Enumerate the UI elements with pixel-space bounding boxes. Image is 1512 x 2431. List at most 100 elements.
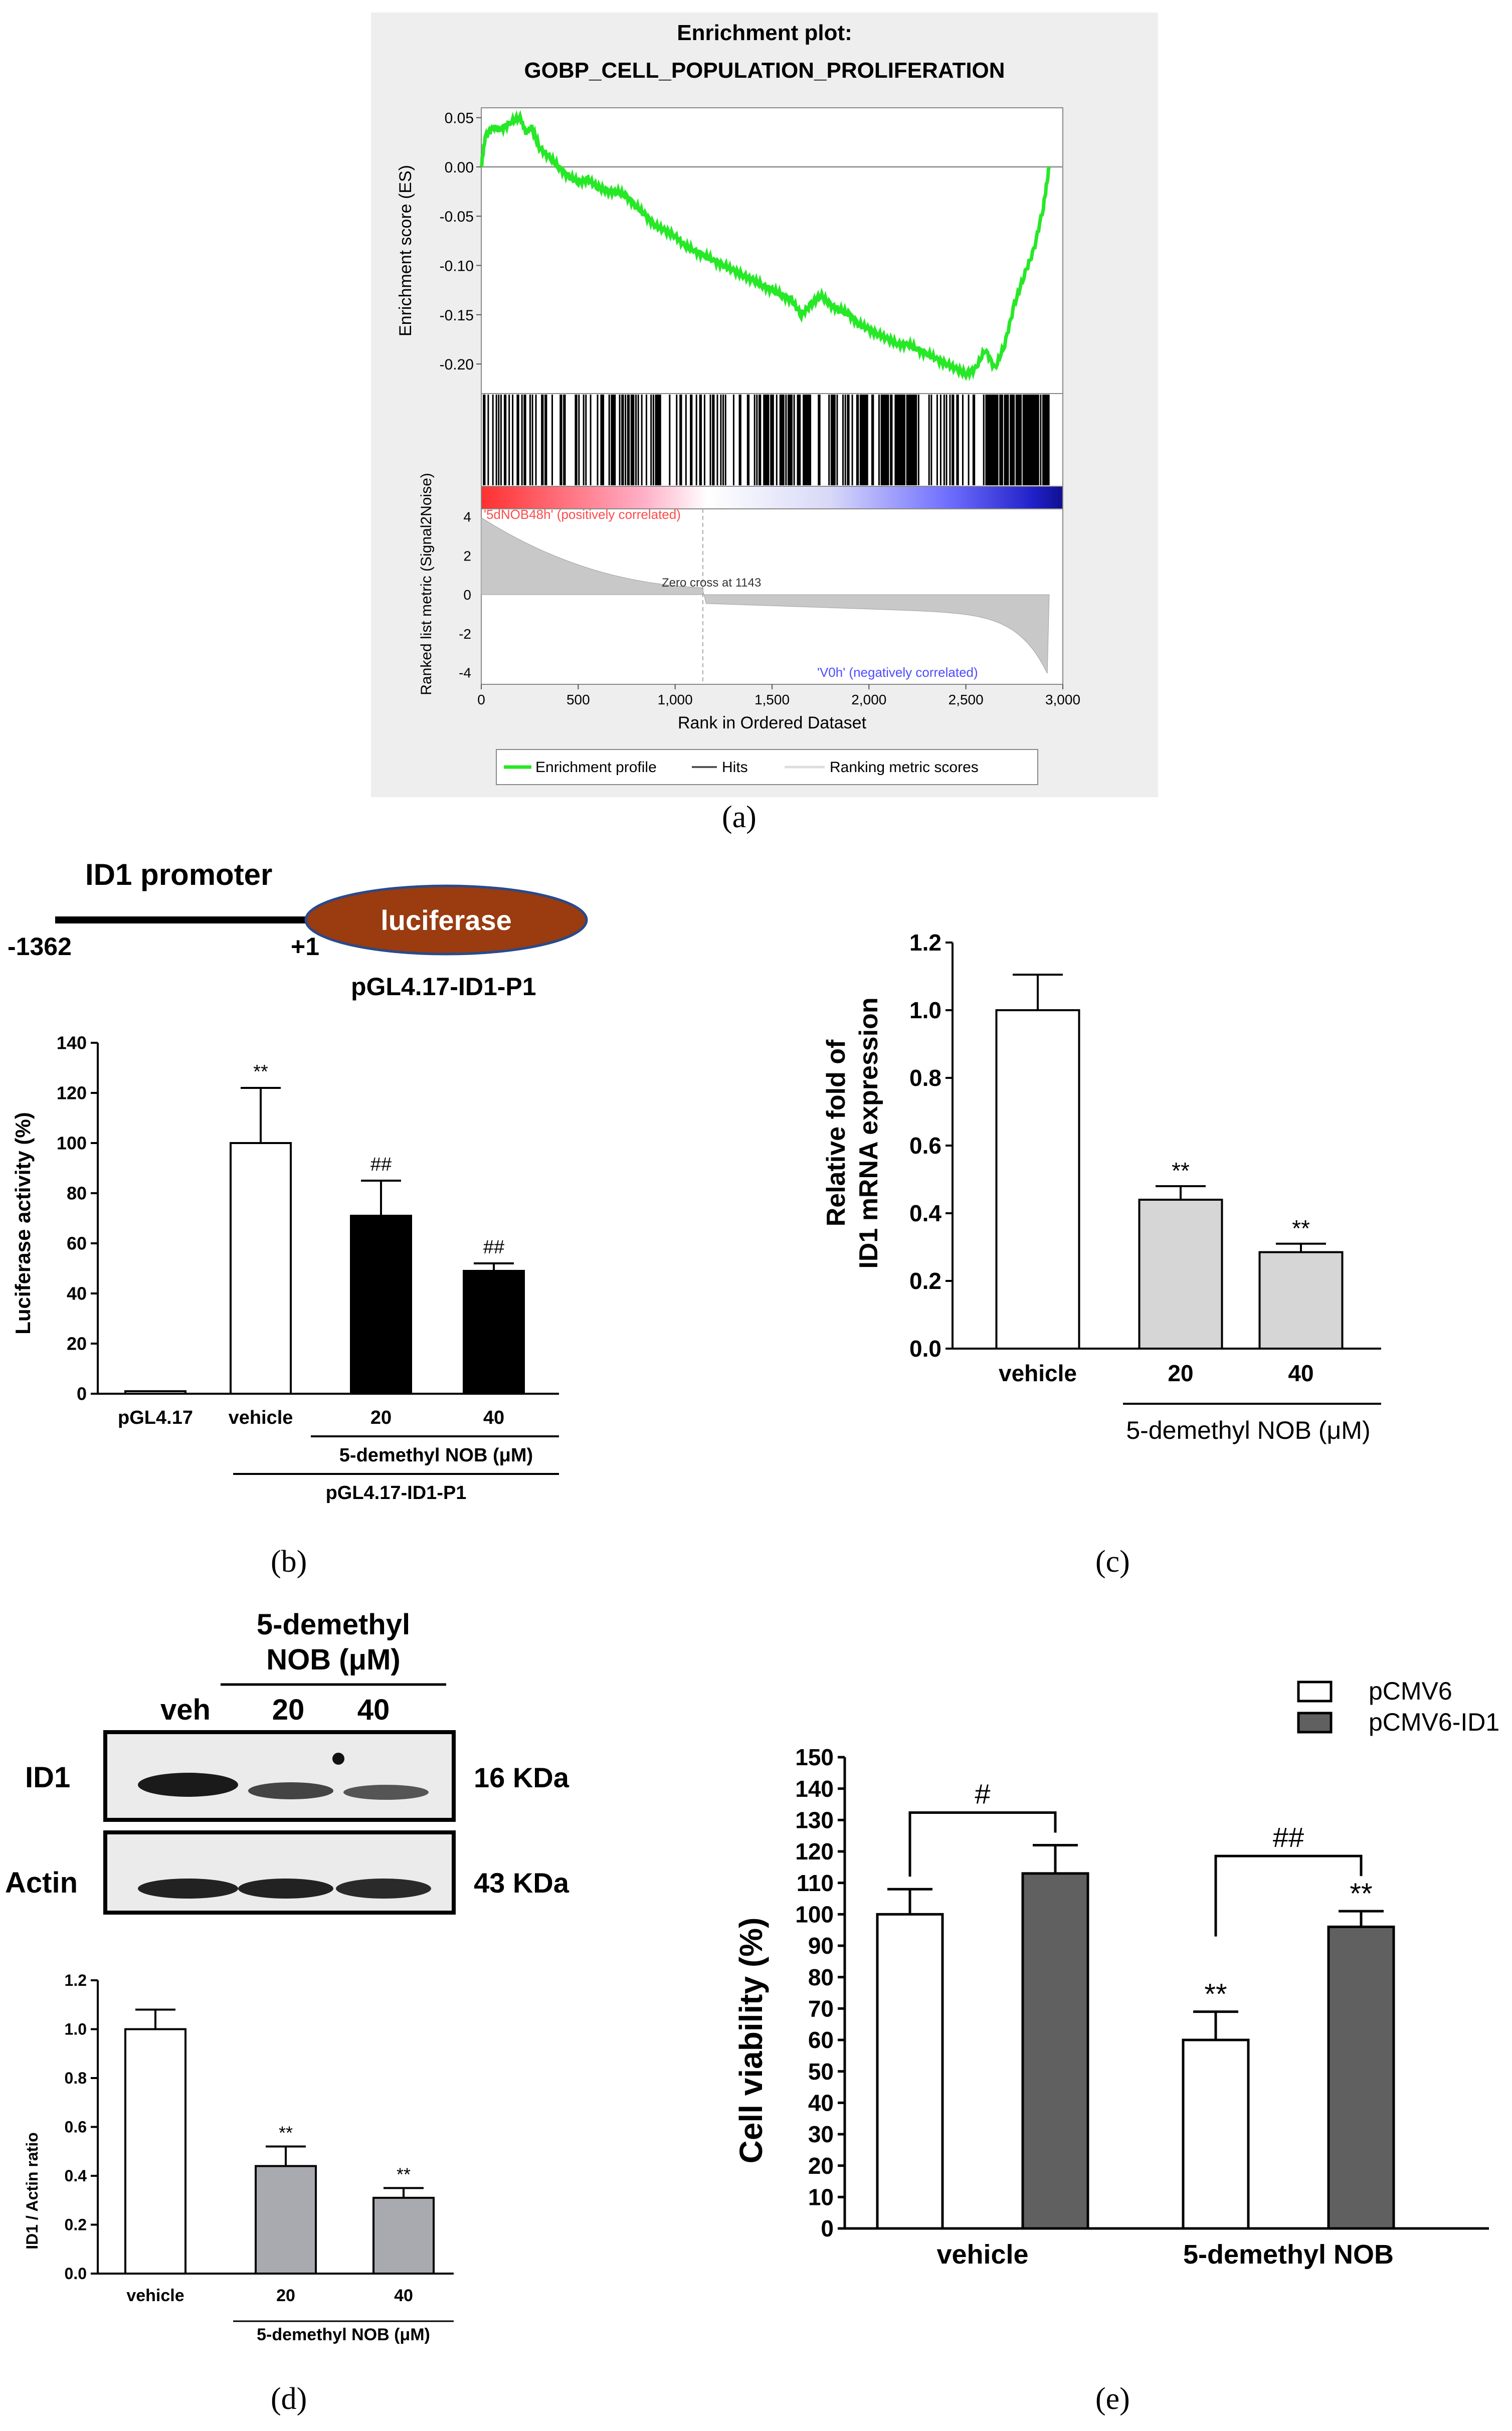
chart-a-pos-label: '5dNOB48h' (positively correlated) <box>484 507 681 522</box>
chart-d-group-label: 5-demethyl NOB (μM) <box>257 2325 430 2344</box>
chart-a-legend-profile: Enrichment profile <box>535 759 657 776</box>
chart-a-xtick-label: 0 <box>477 692 485 707</box>
chart-b-bar <box>230 1142 292 1395</box>
chart-b-ytick-label: 40 <box>67 1283 87 1304</box>
chart-b-ylabel: Luciferase activity (%) <box>11 1112 35 1335</box>
chart-b-ytick-label: 0 <box>77 1384 87 1404</box>
chart-c-category-label: vehicle <box>999 1360 1077 1386</box>
chart-d-ylabel: ID1 / Actin ratio <box>23 2132 41 2250</box>
chart-b-bar <box>350 1215 412 1395</box>
chart-e-legend-swatch-pcmv6-id1 <box>1297 1712 1333 1734</box>
chart-e-ytick-label: 70 <box>808 1995 834 2021</box>
chart-a-subtitle: GOBP_CELL_POPULATION_PROLIFERATION <box>524 58 1005 83</box>
chart-d-bar <box>372 2196 435 2275</box>
chart-a-xtick-label: 500 <box>566 692 590 707</box>
chart-d-blot-header-2: NOB (μM) <box>266 1643 400 1676</box>
chart-e-bar <box>1021 1872 1089 2230</box>
chart-a-xtick-label: 3,000 <box>1045 692 1080 707</box>
chart-a-es-ytick-label: 0.05 <box>445 110 474 127</box>
chart-d-ytick-label: 1.2 <box>65 1971 87 1989</box>
chart-a-xtick-label: 2,000 <box>851 692 886 707</box>
chart-b-luciferase-label: luciferase <box>381 904 512 936</box>
chart-d-band-id1-40 <box>343 1785 429 1800</box>
chart-a-xtick-label: 1,000 <box>658 692 693 707</box>
chart-e-ytick-label: 40 <box>808 2090 834 2116</box>
chart-a-es-ylabel: Enrichment score (ES) <box>396 165 415 336</box>
chart-d-band-id1-20 <box>248 1782 333 1799</box>
chart-c-ytick-label: 0.2 <box>909 1268 941 1294</box>
chart-a-rank-gradient <box>481 486 1063 509</box>
chart-e-legend-pcmv6-id1: pCMV6-ID1 <box>1369 1708 1499 1736</box>
chart-b-ytick-label: 80 <box>67 1183 87 1204</box>
chart-d-row-actin: Actin <box>5 1866 78 1899</box>
chart-b-luciferase-ellipse <box>304 884 588 956</box>
label-c: (c) <box>1095 1545 1130 1579</box>
chart-d-ytick-label: 0.0 <box>65 2265 87 2283</box>
chart-e-annotation: ** <box>1204 1978 1227 2011</box>
chart-a-es-ytick-label: -0.10 <box>440 258 474 274</box>
chart-e-ytick-label: 140 <box>795 1776 834 1802</box>
chart-a-enrichment-line <box>479 110 1051 382</box>
chart-b-construct: pGL4.17-ID1-P1 <box>351 973 536 1001</box>
chart-e-ytick-label: 90 <box>808 1933 834 1959</box>
chart-d-lane-40: 40 <box>357 1694 390 1726</box>
chart-e-category-label: vehicle <box>936 2239 1028 2270</box>
chart-c-bar <box>1258 1251 1344 1350</box>
chart-e-ytick-label: 0 <box>821 2215 834 2241</box>
chart-c-ytick-label: 0.8 <box>909 1065 941 1091</box>
chart-d-lane-20: 20 <box>272 1694 305 1726</box>
chart-c-ylabel-line2: ID1 mRNA expression <box>854 997 883 1268</box>
chart-e-bracket-label: ## <box>1273 1821 1304 1853</box>
chart-a-neg-label: 'V0h' (negatively correlated) <box>817 665 978 680</box>
chart-e-bar <box>1182 2038 1250 2230</box>
chart-a-xtick-label: 1,500 <box>754 692 790 707</box>
chart-a-metric-ytick-label: 4 <box>463 509 471 525</box>
chart-e-bracket-label: # <box>975 1778 990 1809</box>
chart-d-band-actin-veh <box>138 1879 238 1899</box>
chart-d-category-label: 40 <box>394 2286 413 2305</box>
label-e: (e) <box>1095 2382 1130 2416</box>
chart-e-ytick-label: 100 <box>795 1901 834 1927</box>
chart-a-legend-box <box>496 749 1038 785</box>
chart-c-mrna: 0.0 0.2 0.4 0.6 0.8 1.0 1.2 vehicle 20 ** 40 ** Rel… <box>822 929 1381 1444</box>
chart-b-bar <box>463 1270 525 1395</box>
chart-a-es-ytick-label: -0.20 <box>440 356 474 373</box>
chart-b-construct-label: pGL4.17-ID1-P1 <box>326 1482 467 1504</box>
chart-d-row-id1: ID1 <box>25 1761 70 1794</box>
chart-a-metric-ytick-label: 0 <box>463 587 471 603</box>
chart-a-xtick-label: 2,500 <box>949 692 984 707</box>
chart-c-bar <box>1138 1199 1223 1350</box>
chart-e-ytick-label: 120 <box>795 1838 834 1864</box>
chart-a-metric-ylabel: Ranked list metric (Signal2Noise) <box>418 473 435 695</box>
chart-a-legend-hits: Hits <box>722 759 748 776</box>
chart-a-es-ytick-label: -0.05 <box>440 209 474 225</box>
chart-e-legend-pcmv6: pCMV6 <box>1369 1677 1452 1705</box>
chart-e-ytick-label: 10 <box>808 2184 834 2210</box>
chart-a-metric-ytick-label: -4 <box>459 665 471 681</box>
chart-d-ytick-label: 1.0 <box>65 2020 87 2038</box>
chart-c-ytick-label: 0.6 <box>909 1133 941 1159</box>
chart-e-ytick-label: 30 <box>808 2121 834 2147</box>
chart-d-category-label: 20 <box>276 2286 295 2305</box>
label-a: (a) <box>722 800 757 834</box>
chart-c-category-label: 20 <box>1168 1360 1193 1386</box>
chart-e-category-label: 5-demethyl NOB <box>1183 2239 1394 2270</box>
chart-e-ytick-label: 110 <box>797 1870 834 1896</box>
chart-b-bar <box>124 1390 186 1395</box>
chart-d-annotation: ** <box>397 2164 411 2184</box>
chart-e-bracket <box>908 1811 1057 1877</box>
chart-e-ytick-label: 80 <box>808 1964 834 1990</box>
chart-d-blot-header-1: 5-demethyl <box>257 1608 410 1641</box>
chart-e-ytick-label: 50 <box>808 2059 834 2085</box>
chart-c-ytick-label: 1.2 <box>909 929 941 956</box>
chart-d-annotation: ** <box>279 2123 293 2143</box>
chart-b-category-label: 20 <box>370 1407 392 1428</box>
chart-d-lane-veh: veh <box>160 1694 211 1726</box>
chart-a-xlabel: Rank in Ordered Dataset <box>678 713 867 732</box>
chart-e-bracket <box>1214 1854 1363 1937</box>
chart-e-ylabel: Cell viability (%) <box>733 1918 769 2164</box>
chart-d-band-actin-20 <box>238 1879 333 1899</box>
chart-c-ytick-label: 0.4 <box>909 1200 941 1226</box>
chart-c-bar <box>995 1009 1080 1350</box>
chart-c-annotation: ** <box>1172 1158 1190 1184</box>
